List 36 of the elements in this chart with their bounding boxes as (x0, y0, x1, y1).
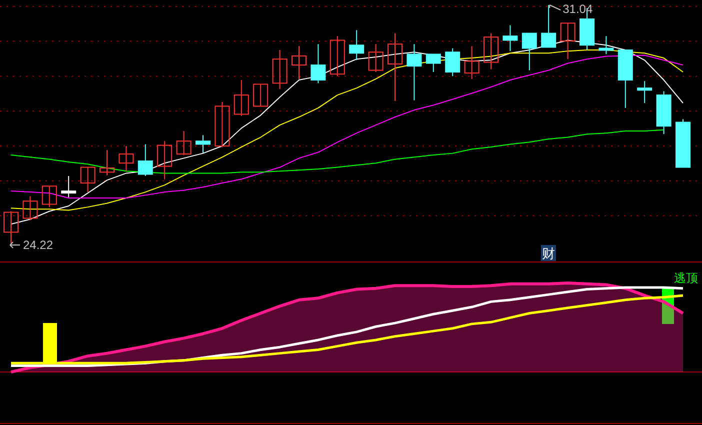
candlestick (272, 50, 288, 90)
candlestick (157, 140, 172, 180)
candlestick (214, 102, 230, 148)
candlestick (42, 186, 57, 208)
annotation: 24.22 (23, 238, 54, 252)
candlestick (176, 130, 192, 156)
candlestick (330, 36, 345, 77)
candlestick (349, 30, 364, 61)
candlestick (253, 84, 268, 107)
candlestick (598, 36, 614, 55)
candlestick (368, 44, 384, 73)
candlestick (445, 48, 460, 77)
annotation: 逃顶 (674, 271, 698, 285)
candlestick (310, 44, 326, 84)
candlestick (406, 44, 422, 101)
candlestick (22, 196, 38, 221)
candlestick (637, 80, 652, 104)
candlestick (100, 150, 114, 176)
candlestick (502, 24, 518, 52)
candlestick (426, 54, 441, 73)
candlestick (118, 145, 134, 172)
candlestick (541, 4, 556, 48)
candlestick (61, 175, 76, 198)
candlestick (484, 32, 498, 70)
candlestick (522, 32, 537, 71)
candlestick (234, 80, 249, 116)
candlestick (292, 46, 306, 80)
annotation: 31.04 (562, 2, 593, 16)
candlestick (560, 22, 576, 60)
text: 财 (542, 246, 555, 261)
candlestick (138, 144, 153, 176)
candlestick (80, 166, 96, 193)
candlestick (388, 32, 402, 102)
candlestick (464, 46, 480, 80)
candlestick (4, 210, 18, 244)
candlestick (196, 134, 210, 154)
